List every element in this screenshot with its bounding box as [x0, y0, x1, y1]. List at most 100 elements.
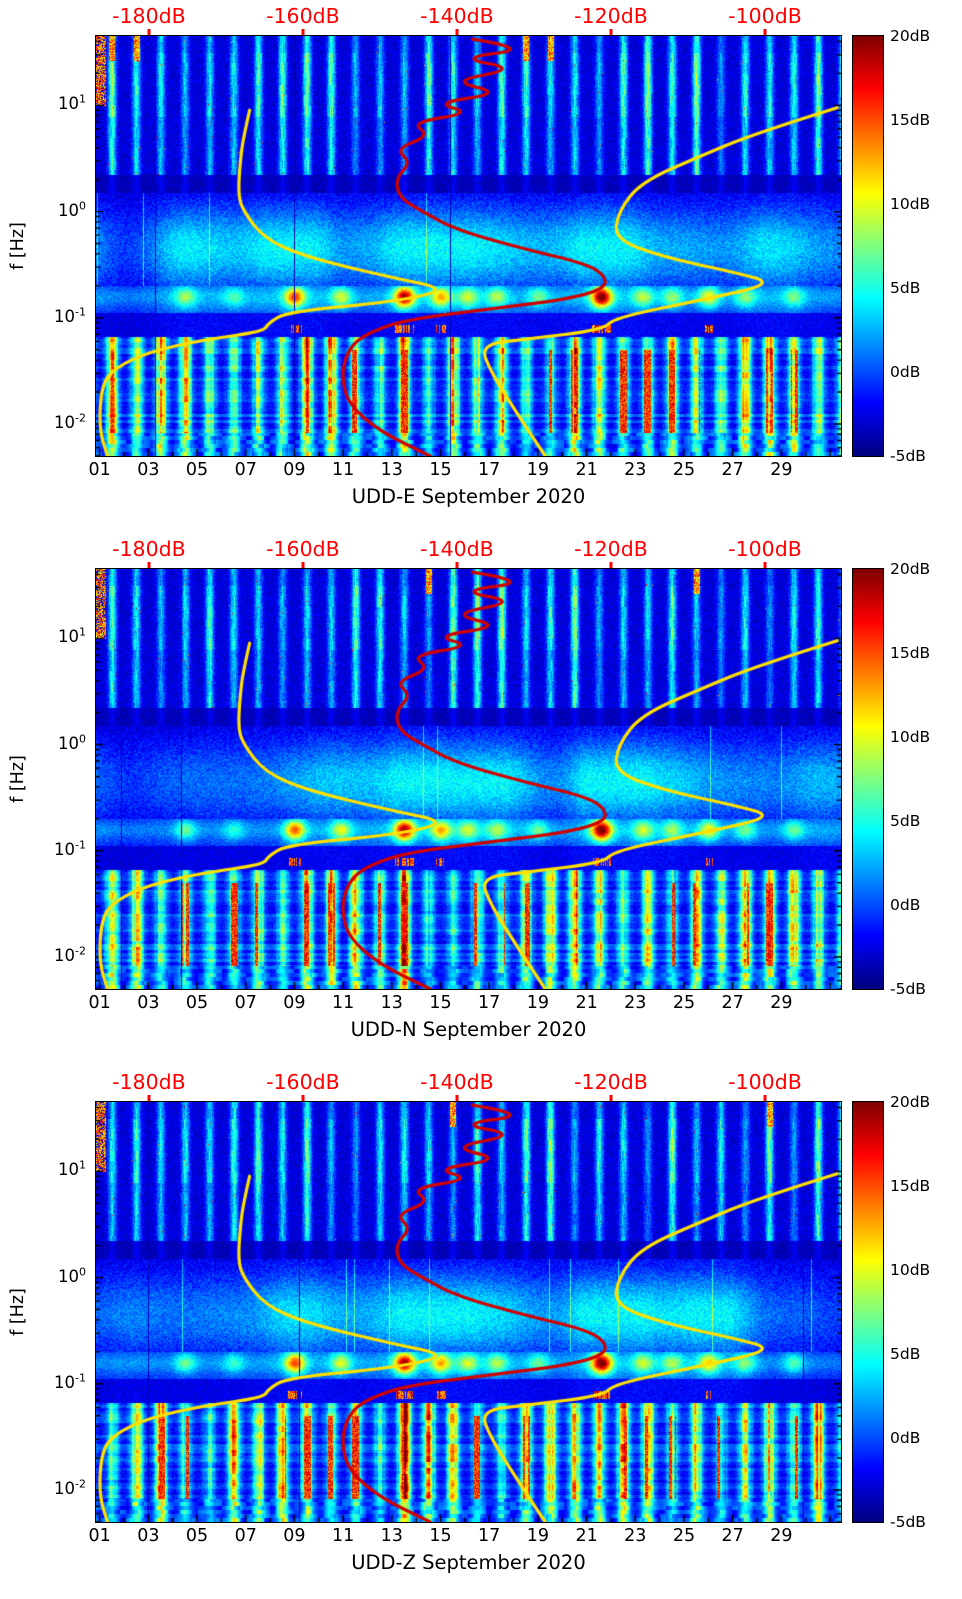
y-axis-label: f [Hz] [8, 222, 28, 270]
x-tick-labels: 01 03 05 07 09 11 13 15 17 19 21 23 25 27 29 [89, 1526, 842, 1550]
colorbar-tick-label: 20dB [890, 1093, 931, 1111]
x-tick-label: 23 [624, 993, 647, 1013]
x-tick-label: 25 [672, 1526, 696, 1546]
spectrogram-canvas [96, 569, 841, 989]
x-tick-label: 25 [672, 460, 696, 480]
top-axis-tick-mark [763, 29, 767, 35]
spectrogram-plot [95, 568, 842, 990]
x-tick-label: 07 [234, 460, 257, 480]
top-axis-tick-mark [147, 1095, 151, 1101]
x-tick-label: 05 [185, 993, 209, 1013]
y-tick-exponent: -1 [75, 305, 86, 319]
top-axis-tick-mark [301, 1095, 305, 1101]
x-tick-label: 11 [331, 1526, 355, 1546]
colorbar-tick-label: -5dB [890, 1513, 926, 1531]
spectrogram-canvas [96, 1102, 841, 1522]
x-tick-label: 01 [88, 1526, 111, 1546]
x-tick-label: 05 [185, 1526, 209, 1546]
y-tick-exponent: -1 [75, 838, 86, 852]
y-tick-labels: 101 100 10-1 10-2 [38, 1101, 90, 1523]
top-axis-label: -180dB [112, 1070, 186, 1094]
y-tick-label: 10-2 [54, 411, 86, 433]
x-tick-label: 01 [88, 460, 111, 480]
x-tick-label: 05 [185, 460, 209, 480]
y-tick-label: 100 [58, 1265, 86, 1286]
colorbar-tick-label: 10dB [890, 728, 931, 746]
colorbar-tick-label: 10dB [890, 195, 931, 213]
x-tick-labels: 01 03 05 07 09 11 13 15 17 19 21 23 25 27 29 [89, 460, 842, 484]
colorbar-tick-labels: 20dB 15dB 10dB 5dB 0dB -5dB [890, 560, 950, 998]
x-tick-label: 21 [575, 460, 598, 480]
x-tick-label: 19 [526, 1526, 550, 1546]
x-tick-label: 03 [137, 993, 160, 1013]
x-tick-label: 23 [624, 1526, 647, 1546]
spectrogram-plot [95, 1101, 842, 1523]
x-tick-label: 19 [526, 993, 550, 1013]
x-tick-label: 13 [380, 993, 403, 1013]
top-axis-tick-mark [455, 29, 459, 35]
x-tick-label: 23 [624, 460, 647, 480]
top-axis-label: -160dB [266, 1070, 340, 1094]
colorbar-tick-label: 15dB [890, 1177, 931, 1195]
top-axis-tick-mark [609, 562, 613, 568]
top-db-axis: -180dB -160dB -140dB -120dB -100dB [95, 533, 842, 568]
y-tick-exponent: 1 [79, 93, 86, 107]
top-axis-tick-mark [763, 1095, 767, 1101]
x-tick-label: 07 [234, 1526, 257, 1546]
panel-udd-z: -180dB -160dB -140dB -120dB -100dB f [Hz] 10… [0, 1066, 962, 1599]
top-axis-tick-mark [301, 29, 305, 35]
y-tick-label: 10-2 [54, 944, 86, 966]
top-axis-label: -140dB [420, 537, 494, 561]
panel-udd-e: -180dB -160dB -140dB -120dB -100dB f [Hz] 10… [0, 0, 962, 533]
y-tick-label: 101 [58, 626, 86, 647]
y-tick-exponent: 1 [79, 626, 86, 640]
y-tick-exponent: -2 [75, 944, 86, 958]
colorbar-tick-label: 15dB [890, 111, 931, 129]
top-axis-label: -180dB [112, 4, 186, 28]
colorbar-canvas [853, 569, 883, 989]
colorbar-tick-label: 5dB [890, 279, 921, 297]
colorbar-tick-label: 20dB [890, 560, 931, 578]
colorbar-gradient [852, 1101, 884, 1523]
y-tick-label: 10-2 [54, 1477, 86, 1499]
x-axis-title: UDD-E September 2020 [351, 485, 586, 508]
colorbar: 20dB 15dB 10dB 5dB 0dB -5dB [852, 1093, 952, 1531]
x-axis-title: UDD-Z September 2020 [351, 1551, 586, 1574]
x-tick-label: 25 [672, 993, 696, 1013]
y-tick-label: 101 [58, 93, 86, 114]
colorbar-canvas [853, 1102, 883, 1522]
x-tick-label: 27 [721, 993, 744, 1013]
top-axis-tick-mark [455, 1095, 459, 1101]
colorbar: 20dB 15dB 10dB 5dB 0dB -5dB [852, 560, 952, 998]
x-tick-label: 13 [380, 1526, 403, 1546]
panel-udd-n: -180dB -160dB -140dB -120dB -100dB f [Hz] 10… [0, 533, 962, 1066]
spectrogram-plot [95, 35, 842, 457]
x-tick-label: 27 [721, 1526, 744, 1546]
x-tick-label: 11 [331, 460, 355, 480]
y-tick-exponent: -2 [75, 1477, 86, 1491]
colorbar-tick-label: 10dB [890, 1261, 931, 1279]
top-axis-label: -120dB [574, 1070, 648, 1094]
x-tick-label: 29 [770, 1526, 793, 1546]
x-tick-label: 15 [429, 460, 452, 480]
top-axis-label: -140dB [420, 1070, 494, 1094]
y-tick-exponent: 0 [79, 732, 86, 746]
y-tick-labels: 101 100 10-1 10-2 [38, 568, 90, 990]
x-tick-label: 21 [575, 1526, 598, 1546]
x-tick-label: 21 [575, 993, 598, 1013]
x-tick-label: 09 [283, 1526, 306, 1546]
colorbar-tick-label: 15dB [890, 644, 931, 662]
spectrogram-canvas [96, 36, 841, 456]
y-tick-exponent: -2 [75, 411, 86, 425]
x-tick-label: 03 [137, 460, 160, 480]
x-tick-label: 19 [526, 460, 550, 480]
x-tick-label: 17 [478, 1526, 501, 1546]
x-tick-label: 11 [331, 993, 355, 1013]
colorbar-tick-label: 5dB [890, 1345, 921, 1363]
top-axis-tick-mark [147, 29, 151, 35]
y-axis-label: f [Hz] [8, 1288, 28, 1336]
y-tick-label: 10-1 [54, 305, 86, 327]
top-axis-label: -120dB [574, 4, 648, 28]
x-tick-label: 01 [88, 993, 111, 1013]
